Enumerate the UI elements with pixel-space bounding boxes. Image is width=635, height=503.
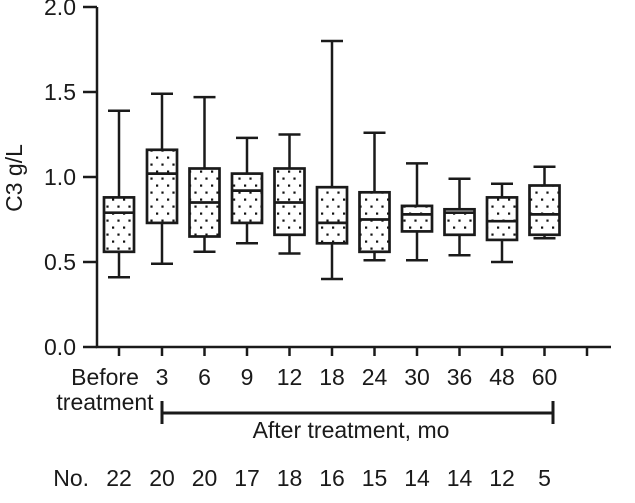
- n-value: 5: [538, 465, 551, 491]
- x-axis-tick-label: 18: [319, 364, 345, 390]
- x-axis-tick-label: 48: [489, 364, 515, 390]
- box-body: [358, 190, 391, 254]
- n-value: 14: [404, 465, 430, 491]
- y-axis-tick-label: 0.0: [44, 334, 76, 360]
- x-axis-tick-label: 24: [362, 364, 388, 390]
- n-value: 22: [106, 465, 132, 491]
- n-value: 15: [362, 465, 388, 491]
- box-body: [528, 184, 561, 237]
- y-axis-tick-label: 0.5: [44, 249, 76, 275]
- n-value: 16: [319, 465, 345, 491]
- y-axis-title: C3 g/L: [1, 144, 27, 212]
- x-axis-tick-label: 9: [241, 364, 254, 390]
- box-body: [485, 196, 519, 242]
- after-treatment-label: After treatment, mo: [253, 417, 450, 443]
- y-axis-tick-label: 1.0: [44, 164, 76, 190]
- box-body: [145, 148, 179, 225]
- x-axis-tick-label: 12: [277, 364, 303, 390]
- n-row-label: No.: [53, 465, 89, 491]
- x-axis-tick-label: 30: [404, 364, 430, 390]
- after-treatment-bracket: [160, 401, 555, 424]
- n-value: 17: [234, 465, 260, 491]
- n-value: 20: [192, 465, 218, 491]
- box-body: [400, 204, 434, 233]
- x-axis-tick-label-line2: treatment: [56, 389, 154, 415]
- y-axis-tick-label: 1.5: [44, 79, 76, 105]
- x-axis-tick-label: 6: [198, 364, 211, 390]
- n-value: 20: [149, 465, 175, 491]
- x-axis-tick-label: 60: [532, 364, 558, 390]
- y-axis-tick-label: 2.0: [44, 0, 76, 20]
- n-value: 18: [277, 465, 303, 491]
- n-value: 14: [447, 465, 473, 491]
- n-value: 12: [489, 465, 515, 491]
- x-axis-tick-label: Before: [71, 364, 139, 390]
- box-body: [102, 196, 136, 254]
- x-axis-tick-label: 3: [156, 364, 169, 390]
- box-body: [230, 172, 264, 225]
- box-body: [315, 185, 349, 245]
- x-axis-tick-label: 36: [447, 364, 473, 390]
